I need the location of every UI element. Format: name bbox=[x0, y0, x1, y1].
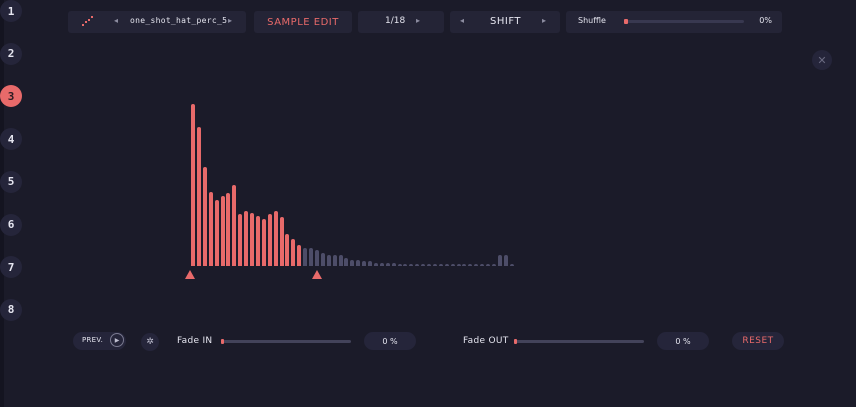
shuffle-value: 0% bbox=[759, 16, 772, 25]
shuffle-label: Shuffle bbox=[578, 16, 606, 25]
waveform-bar bbox=[427, 264, 431, 266]
shuffle-slider[interactable] bbox=[624, 19, 744, 24]
waveform-bar-selected bbox=[297, 244, 302, 266]
waveform-bar-selected bbox=[279, 217, 284, 266]
waveform-bar bbox=[320, 253, 325, 266]
waveform-bar bbox=[326, 254, 331, 266]
chevron-right-icon[interactable]: ▸ bbox=[416, 16, 421, 25]
chevron-left-icon[interactable]: ◂ bbox=[114, 16, 119, 25]
waveform-bar bbox=[432, 264, 437, 266]
waveform-bar bbox=[486, 264, 490, 266]
waveform-bar bbox=[462, 264, 467, 266]
waveform-bar bbox=[350, 259, 355, 266]
waveform-bar bbox=[497, 254, 502, 266]
pad-6[interactable]: 6 bbox=[0, 213, 22, 236]
shuffle-slider-handle[interactable] bbox=[624, 19, 628, 24]
sample-edit-mode[interactable]: SAMPLE EDIT bbox=[254, 11, 352, 33]
sample-file-selector[interactable]: ◂ one_shot_hat_perc_5 ▸ bbox=[68, 11, 246, 33]
waveform-bar bbox=[421, 264, 426, 266]
waveform-bar bbox=[332, 254, 337, 266]
fade-in-slider-handle[interactable] bbox=[221, 339, 224, 344]
waveform-bar-selected bbox=[196, 126, 201, 266]
waveform-bar-selected bbox=[202, 167, 207, 266]
pad-4[interactable]: 4 bbox=[0, 128, 22, 151]
waveform-bar bbox=[438, 264, 443, 266]
waveform-bar-selected bbox=[208, 191, 213, 266]
waveform-bar bbox=[309, 248, 313, 266]
shuffle-control: Shuffle 0% bbox=[566, 11, 782, 33]
waveform-bar bbox=[509, 264, 514, 266]
waveform-bar bbox=[480, 264, 485, 266]
end-marker[interactable] bbox=[312, 270, 322, 279]
chevron-left-icon[interactable]: ◂ bbox=[460, 16, 465, 25]
waveform-bar-selected bbox=[244, 210, 249, 266]
chevron-right-icon[interactable]: ▸ bbox=[228, 16, 233, 25]
fade-out-slider-handle[interactable] bbox=[514, 339, 517, 344]
fade-in-value[interactable]: 0 % bbox=[364, 332, 416, 350]
waveform-bar bbox=[362, 261, 367, 266]
waveform-bar bbox=[385, 262, 390, 266]
waveform-bar-selected bbox=[226, 193, 231, 266]
waveform-bar-selected bbox=[255, 215, 260, 266]
waveform-bar bbox=[444, 264, 449, 266]
waveform-bar bbox=[409, 264, 414, 266]
page-indicator: 1/18 bbox=[385, 16, 406, 26]
pad-2[interactable]: 2 bbox=[0, 42, 22, 65]
sample-file-icon bbox=[82, 16, 94, 28]
fade-in-label: Fade IN bbox=[177, 336, 213, 346]
waveform-bar bbox=[368, 261, 372, 266]
waveform-bar bbox=[379, 262, 384, 266]
waveform-bar bbox=[503, 254, 508, 266]
waveform-bar bbox=[397, 263, 402, 266]
chevron-right-icon[interactable]: ▸ bbox=[542, 16, 547, 25]
waveform-bar bbox=[314, 249, 319, 266]
play-icon: ▶ bbox=[110, 333, 124, 347]
window-edge bbox=[0, 0, 4, 407]
waveform-bar bbox=[403, 263, 408, 266]
waveform-bar-selected bbox=[232, 185, 237, 266]
waveform-bar-selected bbox=[250, 212, 254, 266]
fade-out-slider[interactable] bbox=[514, 339, 644, 344]
close-icon[interactable]: ✕ bbox=[812, 50, 832, 70]
waveform-display[interactable] bbox=[186, 90, 526, 280]
waveform-bar-selected bbox=[291, 238, 296, 266]
waveform-bar bbox=[303, 248, 308, 266]
waveform-bar-selected bbox=[214, 199, 219, 266]
sample-file-name: one_shot_hat_perc_5 bbox=[130, 16, 228, 25]
waveform-bar bbox=[468, 264, 473, 266]
waveform-bar bbox=[474, 264, 479, 266]
fade-in-slider[interactable] bbox=[221, 339, 351, 344]
waveform-bar bbox=[373, 262, 378, 266]
waveform-bar-selected bbox=[267, 214, 272, 266]
pad-1[interactable]: 1 bbox=[0, 0, 22, 22]
start-marker[interactable] bbox=[185, 270, 195, 279]
waveform-bar-selected bbox=[238, 214, 243, 266]
shift-label: SHIFT bbox=[490, 16, 522, 27]
waveform-bar bbox=[415, 264, 420, 266]
fade-out-value[interactable]: 0 % bbox=[657, 332, 709, 350]
preview-label: PREV. bbox=[82, 336, 104, 344]
waveform-bar-selected bbox=[191, 104, 195, 266]
waveform-bar-selected bbox=[285, 233, 290, 266]
waveform-bar bbox=[456, 264, 461, 266]
pad-5[interactable]: 5 bbox=[0, 170, 22, 193]
pad-3[interactable]: 3 bbox=[0, 85, 22, 108]
gear-icon[interactable]: ✲ bbox=[141, 333, 159, 351]
waveform-bar bbox=[338, 254, 343, 266]
waveform-bar-selected bbox=[261, 219, 266, 266]
reset-button[interactable]: RESET bbox=[732, 332, 784, 350]
waveform-bar bbox=[491, 264, 496, 266]
waveform-bar-selected bbox=[220, 196, 225, 266]
shift-control[interactable]: ◂ SHIFT ▸ bbox=[450, 11, 560, 33]
waveform-bar bbox=[391, 262, 396, 266]
pad-8[interactable]: 8 bbox=[0, 298, 22, 321]
waveform-bar bbox=[344, 257, 349, 266]
waveform-bar bbox=[356, 259, 361, 266]
waveform-bar-selected bbox=[273, 210, 278, 266]
fade-out-label: Fade OUT bbox=[463, 336, 509, 346]
waveform-bar bbox=[450, 264, 455, 266]
page-selector[interactable]: 1/18 ▸ bbox=[358, 11, 444, 33]
preview-button[interactable]: PREV. ▶ bbox=[73, 332, 126, 350]
pad-7[interactable]: 7 bbox=[0, 256, 22, 279]
